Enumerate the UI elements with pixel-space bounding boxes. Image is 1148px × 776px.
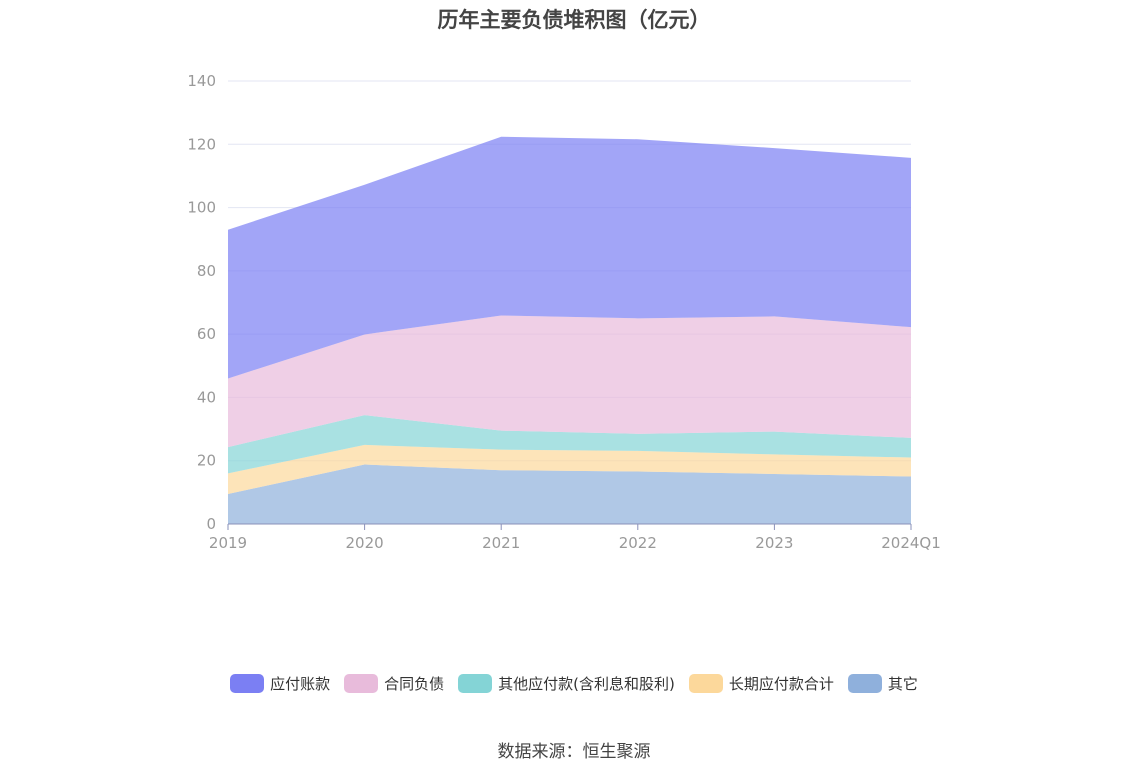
x-tick-label: 2022 xyxy=(619,534,657,552)
x-tick-label: 2023 xyxy=(755,534,793,552)
stacked-area-chart: 0 20 40 60 80 100 120 140 2019 2020 2021 2022 2023 20… xyxy=(187,72,941,552)
chart-legend: 应付账款 合同负债 其他应付款(含利息和股利) 长期应付款合计 其它 xyxy=(0,673,1148,694)
y-tick-label: 20 xyxy=(197,452,216,470)
y-tick-label: 40 xyxy=(197,388,216,406)
y-tick-label: 80 xyxy=(197,262,216,280)
y-tick-label: 60 xyxy=(197,325,216,343)
x-tick-label: 2024Q1 xyxy=(881,534,941,552)
legend-item[interactable]: 长期应付款合计 xyxy=(688,673,834,694)
x-tick-label: 2020 xyxy=(346,534,384,552)
source-note: 数据来源：恒生聚源 xyxy=(497,742,651,762)
legend-label: 其他应付款(含利息和股利) xyxy=(498,675,675,693)
x-tick-label: 2021 xyxy=(482,534,520,552)
legend-label: 合同负债 xyxy=(384,675,445,693)
legend-item[interactable]: 其它 xyxy=(847,673,918,694)
area-series xyxy=(228,136,911,379)
legend-swatch xyxy=(344,674,379,693)
legend-swatch xyxy=(688,674,723,693)
area-series xyxy=(228,464,911,524)
chart-title: 历年主要负债堆积图（亿元） xyxy=(437,8,711,32)
area-series xyxy=(228,444,911,494)
legend-label: 其它 xyxy=(887,675,918,693)
legend-swatch xyxy=(230,674,265,693)
y-tick-label: 0 xyxy=(206,515,216,533)
legend-item[interactable]: 应付账款 xyxy=(230,673,330,694)
x-tick-label: 2019 xyxy=(209,534,247,552)
legend-item[interactable]: 其他应付款(含利息和股利) xyxy=(458,673,675,694)
area-series xyxy=(228,415,911,474)
legend-label: 长期应付款合计 xyxy=(728,675,834,693)
legend-label: 应付账款 xyxy=(270,675,331,693)
y-tick-label: 140 xyxy=(187,72,216,90)
legend-item[interactable]: 合同负债 xyxy=(344,673,444,694)
y-tick-label: 120 xyxy=(187,135,216,153)
y-tick-label: 100 xyxy=(187,199,216,217)
area-series xyxy=(228,315,911,448)
legend-swatch xyxy=(847,674,882,693)
legend-swatch xyxy=(458,674,493,693)
